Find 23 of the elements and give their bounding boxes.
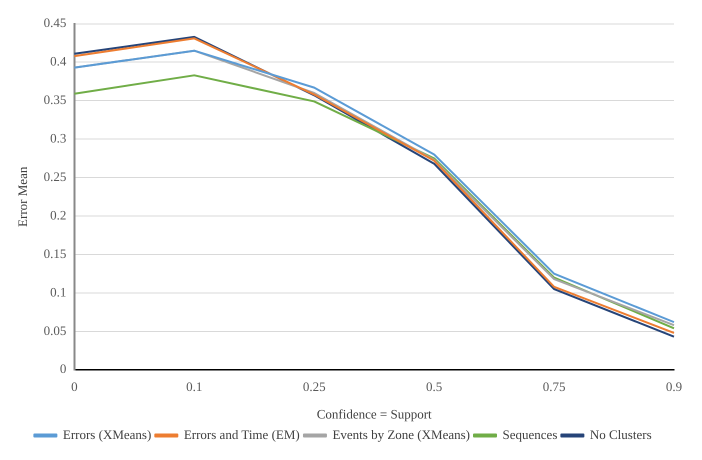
y-tick-label: 0.25 [44,169,66,184]
y-tick-label: 0.1 [50,284,66,300]
x-tick-label: 0.25 [302,379,326,394]
y-tick-label: 0.2 [50,207,66,222]
y-tick-label: 0.05 [44,322,66,338]
x-tick-label: 0.9 [666,379,682,394]
legend-label: No Clusters [590,426,652,442]
legend-label: Sequences [502,426,558,442]
x-tick-label: 0.75 [542,379,566,394]
y-axis-title: Error Mean [15,166,30,227]
legend-label: Errors and Time (EM) [184,426,300,442]
y-tick-label: 0.4 [50,54,67,69]
legend-label: Errors (XMeans) [62,426,152,442]
y-tick-label: 0.15 [44,246,66,261]
x-tick-label: 0.5 [426,379,442,394]
y-tick-label: 0 [60,361,66,376]
x-tick-label: 0 [71,379,78,394]
y-tick-label: 0.35 [44,92,66,108]
legend-label: Events by Zone (XMeans) [332,426,470,442]
y-tick-label: 0.45 [44,15,66,30]
y-tick-label: 0.3 [50,130,66,146]
x-tick-label: 0.1 [186,379,202,394]
x-axis-title: Confidence = Support [316,406,432,422]
